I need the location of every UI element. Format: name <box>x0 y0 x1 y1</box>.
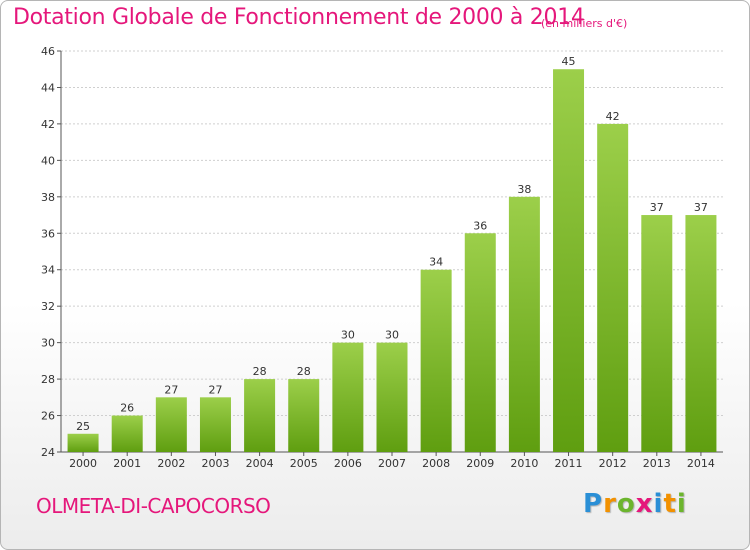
bars <box>67 69 717 453</box>
bar <box>420 269 452 452</box>
x-tick-label: 2004 <box>246 457 274 470</box>
x-tick-label: 2003 <box>201 457 229 470</box>
y-tick-label: 44 <box>41 81 55 94</box>
bar <box>508 196 540 452</box>
x-tick-label: 2007 <box>378 457 406 470</box>
bar <box>288 379 320 452</box>
bar <box>685 215 717 452</box>
x-tick-label: 2000 <box>69 457 97 470</box>
x-tick-label: 2006 <box>334 457 362 470</box>
x-tick-label: 2001 <box>113 457 141 470</box>
logo-letter: r <box>603 489 617 519</box>
data-label: 30 <box>385 329 399 342</box>
logo-letter: x <box>635 489 654 519</box>
bar <box>244 379 276 452</box>
logo-letter: o <box>616 489 636 519</box>
bar <box>332 342 364 452</box>
data-label: 26 <box>120 402 134 415</box>
bar <box>67 433 99 452</box>
data-label: 28 <box>297 365 311 378</box>
y-tick-label: 34 <box>41 264 55 277</box>
y-tick-label: 42 <box>41 118 55 131</box>
data-label: 27 <box>164 383 178 396</box>
proxiti-logo: Proxiti <box>583 489 687 519</box>
data-label: 25 <box>76 420 90 433</box>
commune-name: OLMETA-DI-CAPOCORSO <box>36 494 271 518</box>
y-tick-label: 26 <box>41 410 55 423</box>
bar <box>111 415 143 452</box>
logo-letter: i <box>653 489 664 519</box>
bar <box>553 69 585 453</box>
y-tick-label: 32 <box>41 300 55 313</box>
x-tick-label: 2010 <box>510 457 538 470</box>
x-tick-label: 2014 <box>687 457 715 470</box>
logo-letter: t <box>663 489 677 519</box>
data-label: 42 <box>606 110 620 123</box>
x-tick-label: 2005 <box>290 457 318 470</box>
y-tick-label: 36 <box>41 227 55 240</box>
x-tick-label: 2013 <box>643 457 671 470</box>
x-tick-label: 2009 <box>466 457 494 470</box>
bar <box>376 342 408 452</box>
data-label: 37 <box>650 201 664 214</box>
x-tick-label: 2008 <box>422 457 450 470</box>
data-labels: 25 26 27 27 28 28 30 30 34 36 38 45 42 37 37 <box>76 55 708 433</box>
bar <box>155 397 187 452</box>
bar <box>641 215 673 452</box>
logo-letter: P <box>583 489 604 519</box>
x-tick-label: 2002 <box>157 457 185 470</box>
data-label: 36 <box>473 219 487 232</box>
y-tick-label: 30 <box>41 337 55 350</box>
y-tick-label: 40 <box>41 154 55 167</box>
data-label: 38 <box>517 183 531 196</box>
x-tick-label: 2012 <box>599 457 627 470</box>
bar <box>464 233 496 452</box>
y-tick-label: 46 <box>41 45 55 58</box>
chart-title: Dotation Globale de Fonctionnement de 20… <box>13 5 585 30</box>
bar <box>199 397 231 452</box>
y-tick-label: 38 <box>41 191 55 204</box>
y-tick-label: 24 <box>41 446 55 459</box>
data-label: 45 <box>562 55 576 68</box>
chart-unit: (en milliers d'€) <box>541 17 628 30</box>
data-label: 28 <box>253 365 267 378</box>
y-tick-label: 28 <box>41 373 55 386</box>
x-tick-label: 2011 <box>555 457 583 470</box>
data-label: 34 <box>429 256 443 269</box>
data-label: 27 <box>208 383 222 396</box>
logo-letter: i <box>676 489 687 519</box>
data-label: 30 <box>341 329 355 342</box>
bar <box>597 123 629 452</box>
data-label: 37 <box>694 201 708 214</box>
